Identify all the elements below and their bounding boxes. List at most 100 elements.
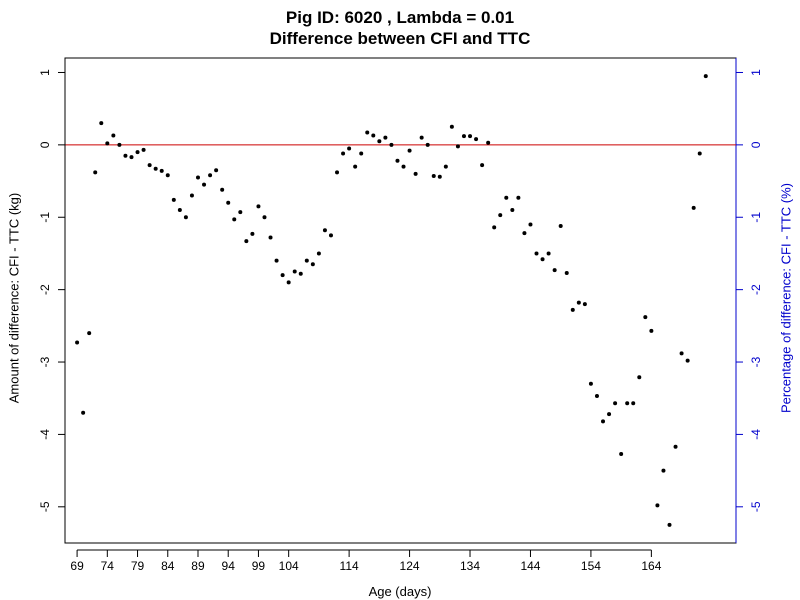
data-point: [540, 257, 545, 262]
data-point: [588, 381, 593, 386]
data-point: [189, 193, 194, 198]
x-tick-label: 104: [279, 559, 299, 573]
x-tick-label: 154: [581, 559, 601, 573]
y-tick-label-right: -3: [749, 356, 763, 367]
data-point: [232, 217, 237, 222]
x-tick-label: 124: [400, 559, 420, 573]
y-tick-label-right: -1: [749, 212, 763, 223]
data-point: [631, 401, 636, 406]
y-tick-label-left: -3: [38, 356, 52, 367]
data-point: [244, 239, 249, 244]
data-point: [292, 269, 297, 274]
data-point: [401, 164, 406, 169]
data-point: [661, 468, 666, 473]
x-tick-label: 74: [101, 559, 115, 573]
x-tick-label: 79: [131, 559, 145, 573]
data-point: [183, 215, 188, 220]
data-point: [117, 142, 122, 147]
y-tick-label-right: 0: [749, 141, 763, 148]
data-point: [492, 225, 497, 230]
data-point: [480, 163, 485, 168]
y-tick-label-right: -5: [749, 501, 763, 512]
data-point: [359, 151, 364, 156]
data-point: [389, 142, 394, 147]
data-point: [165, 173, 170, 178]
data-point: [407, 148, 412, 153]
data-point: [147, 163, 152, 168]
y-tick-label-right: -4: [749, 429, 763, 440]
data-point: [679, 351, 684, 356]
x-tick-label: 99: [252, 559, 266, 573]
data-point: [341, 151, 346, 156]
data-point: [141, 147, 146, 152]
data-point: [310, 262, 315, 267]
data-point: [474, 137, 479, 142]
y-tick-label-right: -2: [749, 284, 763, 295]
data-point: [552, 268, 557, 273]
y-tick-label-left: 1: [38, 69, 52, 76]
data-point: [371, 133, 376, 138]
data-point: [262, 215, 267, 220]
data-point: [461, 134, 466, 139]
data-point: [377, 139, 382, 144]
data-point: [419, 135, 424, 140]
y-tick-label-left: 0: [38, 141, 52, 148]
data-point: [214, 168, 219, 173]
data-point: [637, 375, 642, 380]
data-point: [111, 133, 116, 138]
data-point: [159, 168, 164, 173]
data-point: [238, 210, 243, 215]
chart-title: Pig ID: 6020 , Lambda = 0.01: [285, 8, 515, 27]
data-point: [576, 300, 581, 305]
data-point: [570, 307, 575, 312]
x-tick-label: 114: [340, 559, 359, 573]
data-point: [558, 223, 563, 228]
data-point: [685, 358, 690, 363]
data-point: [322, 228, 327, 233]
y-tick-label-left: -5: [38, 501, 52, 512]
data-point: [365, 130, 370, 135]
x-tick-label: 69: [70, 559, 84, 573]
x-axis-label: Age (days): [368, 584, 432, 599]
data-point: [226, 200, 231, 205]
y-axis-label-right: Percentage of difference: CFI - TTC (%): [778, 183, 794, 413]
data-point: [601, 419, 606, 424]
data-point: [208, 173, 213, 178]
data-point: [99, 121, 104, 126]
data-point: [486, 140, 491, 145]
data-point: [697, 151, 702, 156]
data-point: [395, 158, 400, 163]
data-point: [171, 197, 176, 202]
x-tick-label: 84: [161, 559, 175, 573]
data-point: [510, 208, 515, 213]
plot-frame: [64, 57, 737, 544]
data-point: [202, 182, 207, 187]
data-point: [546, 251, 551, 256]
data-point: [625, 401, 630, 406]
data-point: [449, 124, 454, 129]
y-tick-label-left: -1: [38, 212, 52, 223]
data-point: [425, 142, 430, 147]
data-point: [703, 74, 708, 79]
data-point: [431, 173, 436, 178]
data-point: [619, 451, 624, 456]
data-point: [298, 271, 303, 276]
data-point: [673, 444, 678, 449]
data-point: [667, 522, 672, 527]
data-point: [437, 174, 442, 179]
data-point: [195, 175, 200, 180]
data-point: [153, 166, 158, 171]
data-point: [504, 195, 509, 200]
data-point: [413, 171, 418, 176]
data-point: [455, 144, 460, 149]
data-point: [335, 170, 340, 175]
data-point: [353, 164, 358, 169]
x-tick-label: 164: [641, 559, 661, 573]
data-point: [274, 258, 279, 263]
data-point: [498, 213, 503, 218]
data-point: [177, 208, 182, 213]
data-point: [81, 410, 86, 415]
data-point: [468, 134, 473, 139]
